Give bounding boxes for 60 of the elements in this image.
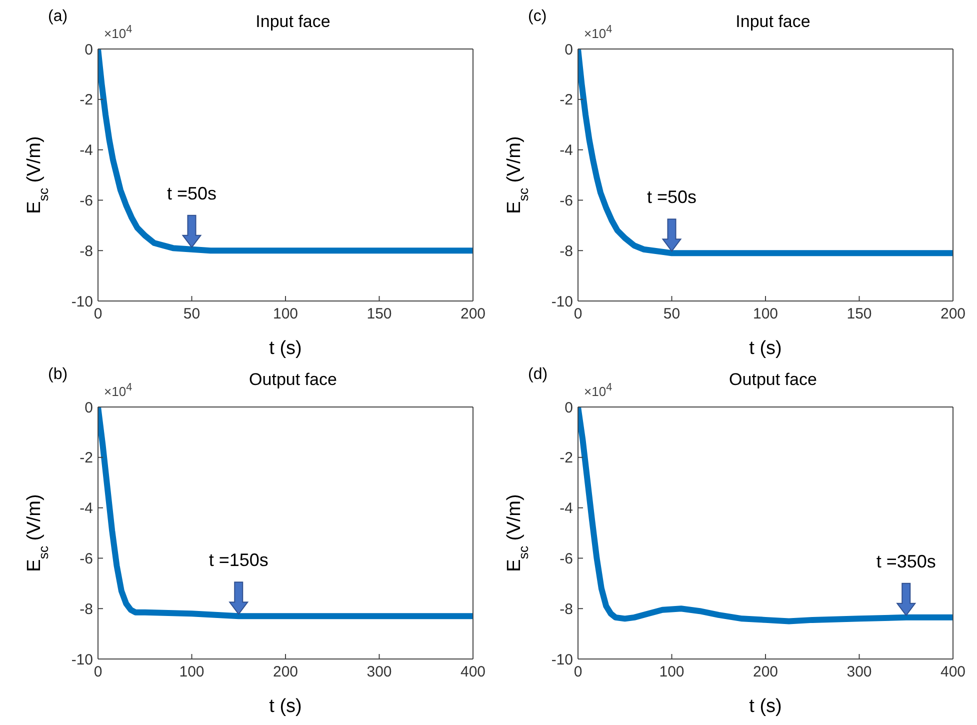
text: ×10$^{4}$ xyxy=(584,24,612,42)
x-tick-label: 200 xyxy=(752,664,778,681)
chart-title: Input face xyxy=(256,12,330,31)
y-tick-label: -10 xyxy=(551,293,573,310)
annotation: t =150s xyxy=(208,550,268,570)
y-tick-label: -6 xyxy=(80,550,93,568)
x-tick-label: 150 xyxy=(366,306,392,323)
y-tick-label: 0 xyxy=(84,399,93,416)
y-tick-label: -10 xyxy=(71,293,93,310)
text: (b) xyxy=(48,366,68,383)
y-tick-label: -4 xyxy=(80,500,93,518)
y-tick-label: 0 xyxy=(84,41,93,58)
y-tick-label: -10 xyxy=(551,651,573,668)
text: ×10$^{4}$ xyxy=(104,24,132,42)
x-tick-label: 50 xyxy=(183,306,200,323)
x-tick-label: 300 xyxy=(846,664,872,681)
text: (c) xyxy=(528,8,547,25)
text: ×10$^{4}$ xyxy=(104,382,132,400)
annotation: t =50s xyxy=(166,183,217,204)
x-axis-title: t (s) xyxy=(749,338,782,359)
chart-title: Input face xyxy=(736,12,810,31)
x-tick-label: 100 xyxy=(272,306,298,323)
y-tick-label: -4 xyxy=(560,142,573,160)
text: (a) xyxy=(48,8,68,25)
x-tick-label: 100 xyxy=(179,664,204,681)
x-tick-label: 50 xyxy=(663,306,680,323)
y-tick-label: 0 xyxy=(564,399,573,416)
text: ×10$^{4}$ xyxy=(584,382,612,400)
y-tick-label: -10 xyxy=(71,651,93,668)
x-tick-label: 100 xyxy=(752,306,778,323)
y-tick-label: -2 xyxy=(560,450,573,467)
x-axis-title: t (s) xyxy=(269,696,302,717)
y-tick-label: -2 xyxy=(560,92,573,109)
text: (d) xyxy=(528,366,548,383)
y-tick-label: -6 xyxy=(560,550,573,568)
x-tick-label: 100 xyxy=(659,664,684,681)
y-tick-label: -8 xyxy=(80,600,93,618)
chart-title: Output face xyxy=(249,370,337,389)
y-tick-label: -2 xyxy=(80,450,93,467)
annotation: t =50s xyxy=(646,187,697,208)
x-tick-label: 200 xyxy=(272,664,298,681)
x-tick-label: 300 xyxy=(366,664,392,681)
x-axis-title: t (s) xyxy=(749,696,782,717)
y-tick-label: -2 xyxy=(80,92,93,109)
y-tick-label: -8 xyxy=(560,242,573,260)
y-tick-label: -4 xyxy=(80,142,93,160)
x-axis-title: t (s) xyxy=(269,338,302,359)
x-tick-label: 400 xyxy=(460,664,486,681)
x-tick-label: 150 xyxy=(846,306,872,323)
y-tick-label: -6 xyxy=(560,192,573,210)
y-tick-label: -4 xyxy=(560,500,573,518)
y-tick-label: -6 xyxy=(80,192,93,210)
chart-title: Output face xyxy=(729,370,817,389)
annotation: t =350s xyxy=(876,551,936,572)
x-tick-label: 400 xyxy=(940,664,966,681)
y-tick-label: -8 xyxy=(560,600,573,618)
x-tick-label: 200 xyxy=(940,306,966,323)
y-tick-label: -8 xyxy=(80,242,93,260)
y-tick-label: 0 xyxy=(564,41,573,58)
x-tick-label: 200 xyxy=(460,306,486,323)
